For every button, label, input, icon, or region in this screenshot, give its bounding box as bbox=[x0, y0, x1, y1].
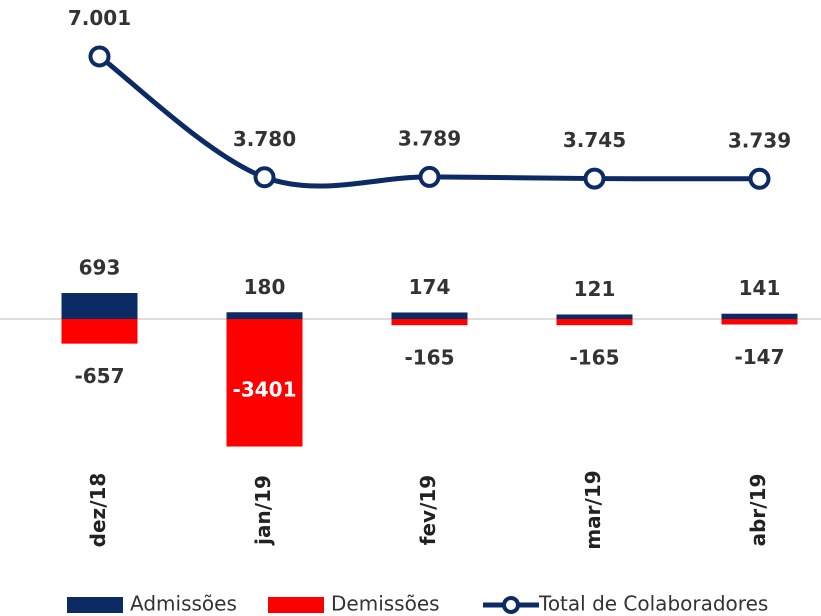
line-marker bbox=[583, 167, 606, 190]
data-label: 3.745 bbox=[563, 128, 626, 152]
data-label: 3.739 bbox=[728, 128, 791, 152]
data-label: 141 bbox=[739, 276, 781, 300]
legend-swatch bbox=[268, 597, 324, 613]
line-marker bbox=[88, 45, 111, 68]
bar bbox=[61, 319, 138, 344]
data-label: 3.789 bbox=[398, 126, 461, 150]
x-tick-label: fev/19 bbox=[416, 475, 440, 545]
data-label: 180 bbox=[244, 275, 286, 299]
x-tick-label: mar/19 bbox=[581, 470, 605, 549]
bar bbox=[721, 313, 798, 319]
x-tick-label: dez/18 bbox=[86, 473, 110, 548]
line-marker bbox=[748, 167, 771, 190]
line-marker bbox=[253, 166, 276, 189]
legend-swatch bbox=[502, 596, 520, 614]
bar bbox=[556, 314, 633, 319]
data-label: -165 bbox=[404, 346, 454, 370]
bar bbox=[226, 312, 303, 319]
legend-label: Demissões bbox=[331, 592, 440, 616]
bar bbox=[61, 293, 138, 319]
bar bbox=[391, 312, 468, 319]
data-label: -147 bbox=[734, 345, 784, 369]
bar bbox=[391, 319, 468, 326]
data-label: 693 bbox=[79, 256, 121, 280]
data-label: 3.780 bbox=[233, 127, 296, 151]
data-label: 121 bbox=[574, 277, 616, 301]
x-tick-label: abr/19 bbox=[746, 474, 770, 547]
data-label: 7.001 bbox=[68, 6, 131, 30]
data-label: -165 bbox=[569, 346, 619, 370]
bar bbox=[721, 319, 798, 325]
data-label: -3401 bbox=[233, 377, 297, 401]
data-label: 174 bbox=[409, 275, 451, 299]
legend-label: Total de Colaboradores bbox=[538, 592, 768, 616]
legend-swatch bbox=[67, 597, 123, 613]
legend-label: Admissões bbox=[130, 592, 237, 616]
bar bbox=[556, 319, 633, 326]
data-label: -657 bbox=[74, 364, 124, 388]
x-tick-label: jan/19 bbox=[251, 475, 275, 546]
bar bbox=[226, 319, 303, 447]
line-marker bbox=[418, 165, 441, 188]
